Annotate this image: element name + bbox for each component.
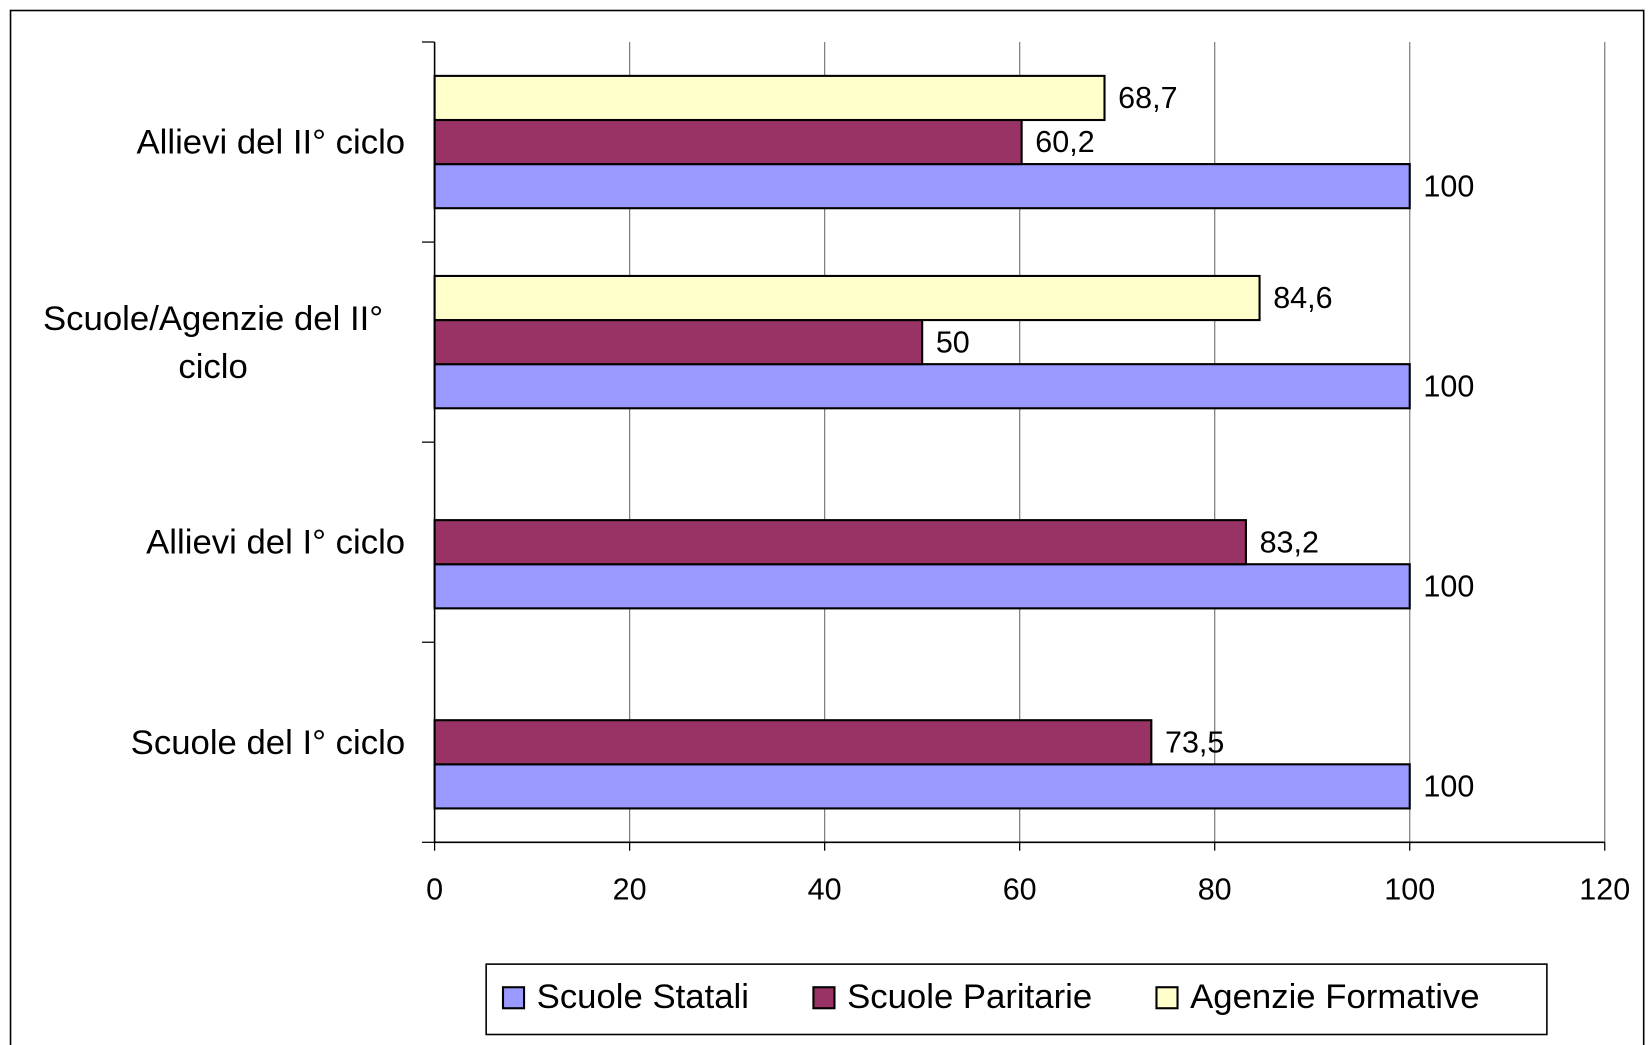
data-label: 60,2 <box>1035 125 1094 159</box>
chart-border <box>9 9 1645 1045</box>
y-tick-label: Allievi del II° ciclo <box>136 122 406 161</box>
bar <box>433 763 1411 810</box>
x-tick-label: 120 <box>1579 873 1630 907</box>
data-label: 100 <box>1423 569 1474 603</box>
legend-box <box>485 963 1548 1036</box>
x-tick-label: 80 <box>1198 873 1232 907</box>
category-label-box: Allievi del II° ciclo <box>136 122 406 161</box>
data-label: 100 <box>1423 770 1474 804</box>
bar <box>433 363 1411 410</box>
bar <box>433 563 1411 610</box>
category-label-box: Scuole del I° ciclo <box>130 722 406 762</box>
legend-label: Scuole Paritarie <box>847 978 1092 1016</box>
data-label: 68,7 <box>1118 81 1177 115</box>
data-label: 84,6 <box>1273 281 1332 315</box>
bar <box>433 319 924 366</box>
x-tick-label: 20 <box>613 873 647 907</box>
legend-swatch <box>501 986 526 1010</box>
legend-label: Agenzie Formative <box>1190 978 1479 1016</box>
bar <box>433 274 1261 322</box>
bar <box>433 118 1023 166</box>
data-label: 50 <box>936 325 970 359</box>
y-tick-label: Scuole del I° ciclo <box>130 722 406 762</box>
bar <box>433 519 1247 566</box>
x-tick-label: 0 <box>426 873 443 907</box>
data-label: 100 <box>1423 169 1474 203</box>
bar <box>433 719 1153 766</box>
bar <box>433 163 1411 210</box>
category-label-box: Scuole/Agenzie del II° ciclo <box>43 298 384 386</box>
legend-swatch <box>812 986 836 1010</box>
x-tick-label: 100 <box>1384 873 1435 907</box>
bar <box>433 74 1106 122</box>
x-tick-label: 40 <box>808 873 842 907</box>
legend-label: Scuole Statali <box>537 978 749 1016</box>
y-tick-label: Scuole/Agenzie del II° ciclo <box>43 298 384 386</box>
y-tick-label: Allievi del I° ciclo <box>146 522 406 562</box>
data-label: 83,2 <box>1260 525 1319 559</box>
legend-swatch <box>1155 986 1179 1010</box>
category-label-box: Allievi del I° ciclo <box>146 522 406 562</box>
data-label: 73,5 <box>1165 725 1224 759</box>
x-tick-label: 60 <box>1003 873 1037 907</box>
data-label: 100 <box>1423 369 1474 403</box>
